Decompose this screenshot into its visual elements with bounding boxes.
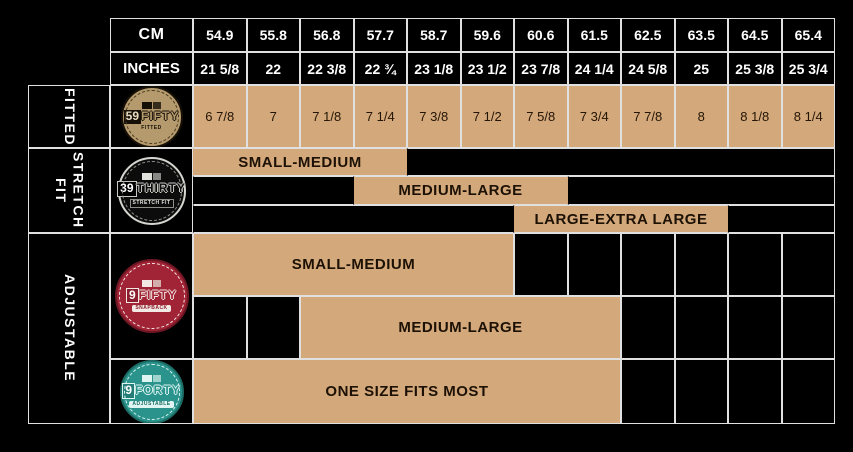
logo-cell-9forty: 9 FORTY ADJUSTABLE — [110, 359, 193, 424]
empty-range-cell — [193, 296, 247, 359]
9fifty-snapback-logo: 9 FIFTY SNAPBACK — [114, 259, 189, 333]
inches-value: 23 1/8 — [407, 52, 461, 85]
empty-range-cell — [781, 233, 835, 296]
inches-value: 25 3/8 — [728, 52, 782, 85]
fitted-size: 7 1/8 — [300, 85, 354, 148]
fitted-size: 6 7/8 — [193, 85, 247, 148]
logo-cell-59fifty: 59 FIFTY FITTED — [110, 85, 193, 148]
9forty-logo: 9 FORTY ADJUSTABLE — [119, 360, 184, 423]
fitted-size: 7 1/4 — [353, 85, 407, 148]
empty-range-cell — [567, 176, 835, 205]
inches-value: 21 5/8 — [193, 52, 247, 85]
empty-range-cell — [728, 205, 835, 233]
cm-header-label: CM — [110, 18, 193, 52]
new-era-flag-icon — [142, 279, 161, 287]
new-era-flag-icon — [142, 102, 161, 110]
cap-size-chart-grid: CM 54.9 55.8 56.8 57.7 58.7 59.6 60.6 61… — [28, 18, 835, 424]
inches-value: 22 ¾ — [353, 52, 407, 85]
stretch-band-small-medium: SMALL-MEDIUM — [193, 148, 407, 176]
section-label-fitted: FITTED — [28, 85, 110, 148]
logo-cell-9fifty: 9 FIFTY SNAPBACK — [110, 233, 193, 359]
stretch-band-large-extra-large: LARGE-EXTRA LARGE — [514, 205, 728, 233]
inches-value: 25 3/4 — [781, 52, 835, 85]
inches-header-label: INCHES — [110, 52, 193, 85]
adjustable-band-medium-large: MEDIUM-LARGE — [300, 296, 621, 359]
cm-value: 55.8 — [246, 18, 300, 52]
fitted-size: 7 5/8 — [514, 85, 568, 148]
inches-value: 25 — [674, 52, 728, 85]
cm-value: 58.7 — [407, 18, 461, 52]
inches-value: 22 3/8 — [300, 52, 354, 85]
section-label-adjustable: ADJUSTABLE — [28, 233, 110, 424]
fitted-size: 8 1/8 — [728, 85, 782, 148]
fitted-size: 7 — [246, 85, 300, 148]
empty-range-cell — [728, 233, 782, 296]
cm-value: 63.5 — [674, 18, 728, 52]
cm-value: 60.6 — [514, 18, 568, 52]
inches-value: 22 — [246, 52, 300, 85]
new-era-flag-icon — [142, 375, 161, 383]
empty-range-cell — [674, 296, 728, 359]
fitted-size: 7 3/4 — [567, 85, 621, 148]
cm-value: 62.5 — [621, 18, 675, 52]
fitted-size: 7 7/8 — [621, 85, 675, 148]
inches-value: 24 5/8 — [621, 52, 675, 85]
empty-range-cell — [781, 296, 835, 359]
cm-value: 57.7 — [353, 18, 407, 52]
empty-range-cell — [514, 233, 568, 296]
inches-value: 24 1/4 — [567, 52, 621, 85]
empty-range-cell — [621, 296, 675, 359]
empty-range-cell — [621, 233, 675, 296]
adjustable-band-one-size: ONE SIZE FITS MOST — [193, 359, 621, 424]
fitted-size: 7 3/8 — [407, 85, 461, 148]
cm-value: 56.8 — [300, 18, 354, 52]
new-era-flag-icon — [142, 173, 161, 181]
empty-range-cell — [728, 359, 782, 424]
empty-range-cell — [674, 233, 728, 296]
empty-range-cell — [246, 296, 300, 359]
59fifty-logo: 59 FIFTY FITTED — [120, 86, 183, 147]
inches-value: 23 7/8 — [514, 52, 568, 85]
empty-range-cell — [621, 359, 675, 424]
empty-range-cell — [193, 176, 354, 205]
empty-range-cell — [728, 296, 782, 359]
empty-range-cell — [193, 205, 514, 233]
fitted-size: 8 1/4 — [781, 85, 835, 148]
logo-cell-39thirty: 39 THIRTY STRETCH FIT — [110, 148, 193, 233]
stretch-band-medium-large: MEDIUM-LARGE — [353, 176, 568, 205]
section-label-stretch-fit: STRETCH FIT — [28, 148, 110, 233]
empty-range-cell — [407, 148, 835, 176]
adjustable-band-small-medium: SMALL-MEDIUM — [193, 233, 514, 296]
39thirty-logo: 39 THIRTY STRETCH FIT — [117, 156, 186, 225]
fitted-size: 7 1/2 — [460, 85, 514, 148]
fitted-size: 8 — [674, 85, 728, 148]
empty-range-cell — [567, 233, 621, 296]
cm-value: 65.4 — [781, 18, 835, 52]
empty-range-cell — [674, 359, 728, 424]
cm-value: 54.9 — [193, 18, 247, 52]
cm-value: 61.5 — [567, 18, 621, 52]
inches-value: 23 1/2 — [460, 52, 514, 85]
cm-value: 64.5 — [728, 18, 782, 52]
cm-value: 59.6 — [460, 18, 514, 52]
empty-range-cell — [781, 359, 835, 424]
